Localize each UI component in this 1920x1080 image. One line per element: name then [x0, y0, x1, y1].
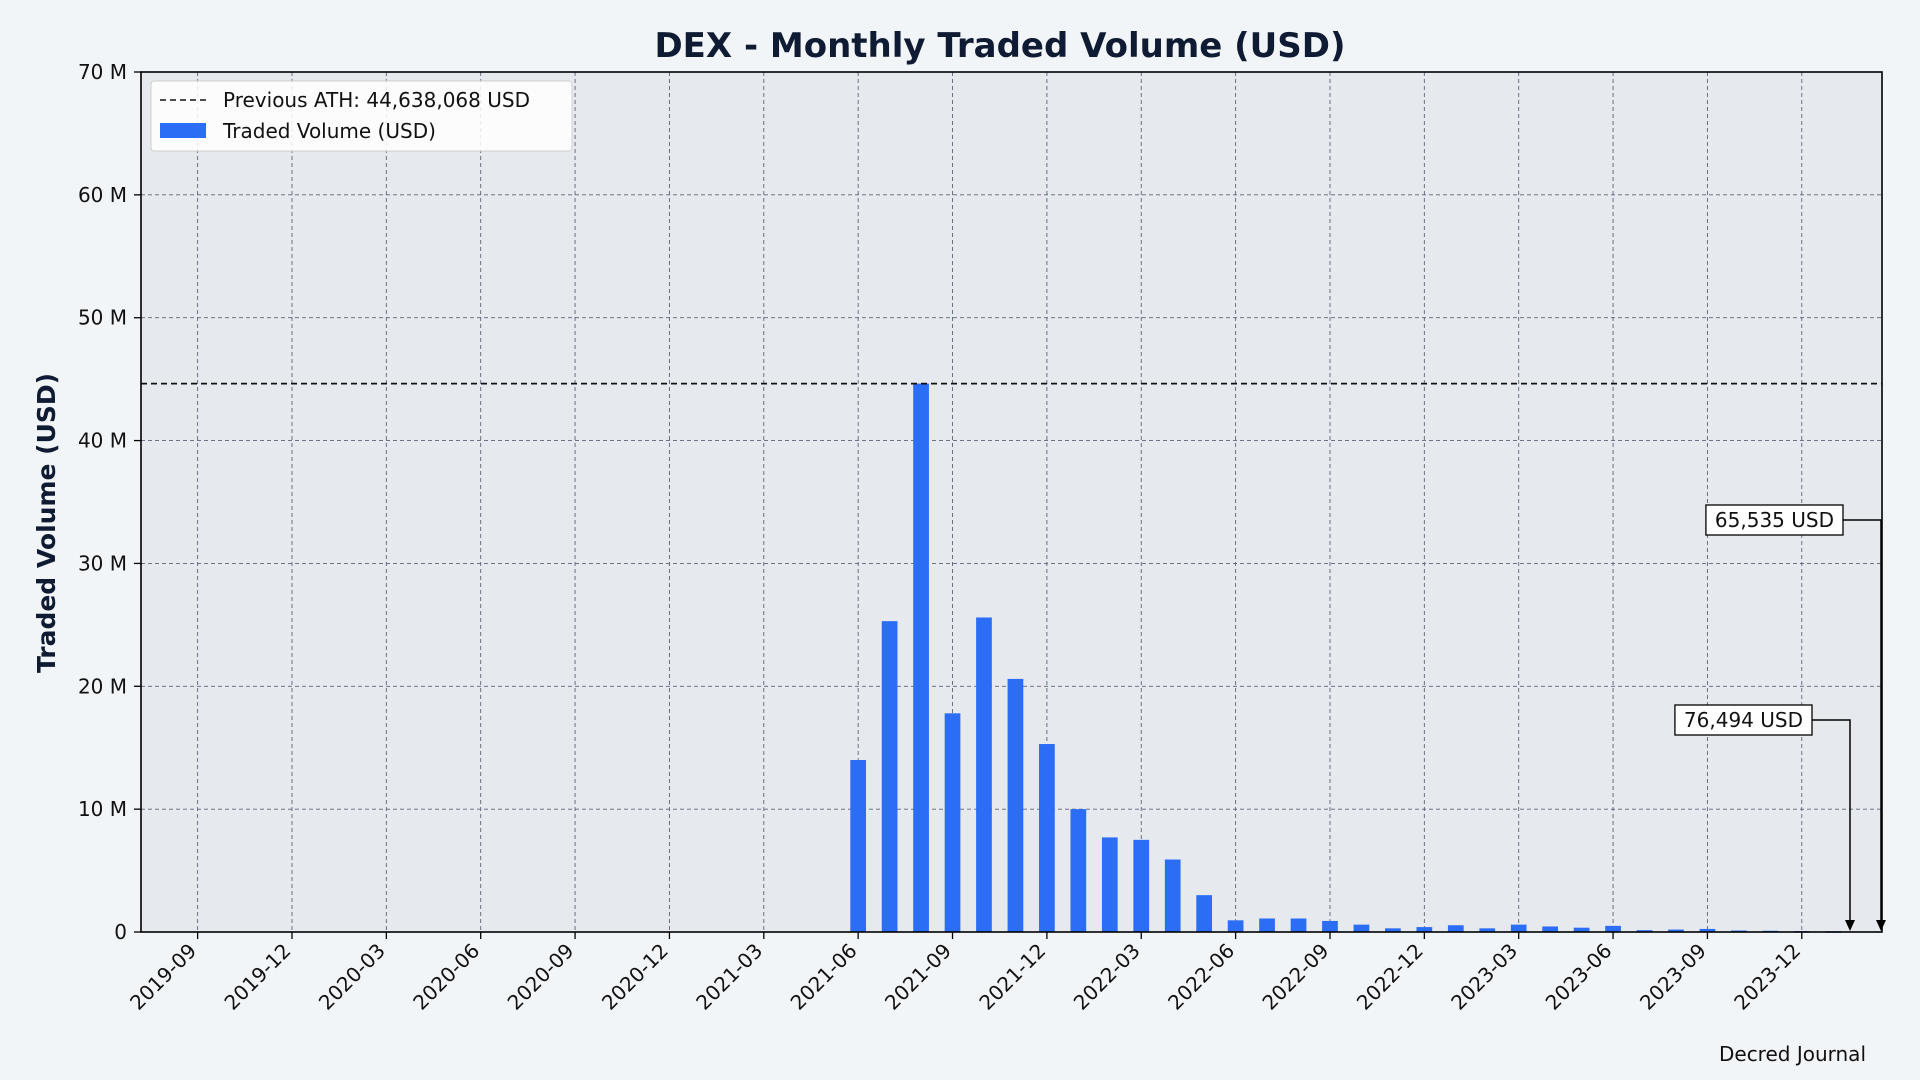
- bar: [1353, 924, 1370, 932]
- x-tick-label: 2022-06: [1163, 939, 1239, 1015]
- footer-credit: Decred Journal: [1719, 1042, 1866, 1066]
- bar: [1196, 895, 1213, 932]
- bar: [1070, 809, 1087, 932]
- bar: [1510, 924, 1527, 932]
- bar: [1227, 920, 1244, 932]
- bar: [1668, 929, 1684, 932]
- chart-title: DEX - Monthly Traded Volume (USD): [654, 26, 1345, 66]
- annotation-box: [1674, 704, 1813, 736]
- bar: [1447, 925, 1464, 932]
- x-tick-label: 2020-12: [597, 939, 673, 1015]
- x-tick-label: 2019-12: [219, 939, 295, 1015]
- y-tick-label: 60 M: [78, 183, 127, 207]
- x-tick-label: 2020-03: [314, 939, 390, 1015]
- y-tick-label: 0: [114, 920, 127, 944]
- annotation-arrowhead: [1876, 920, 1886, 931]
- plot-frame: [140, 71, 1883, 933]
- y-tick-label: 30 M: [78, 551, 127, 575]
- x-tick-label: 2023-12: [1729, 939, 1805, 1015]
- bar: [1039, 744, 1055, 932]
- annotation-callout: 76,494 USD: [1674, 704, 1855, 931]
- y-tick-label: 20 M: [78, 674, 127, 698]
- y-axis-ticks: 0 10 M 20 M 30 M 40 M 50 M 60 M 70 M: [78, 60, 141, 944]
- y-tick-label: 40 M: [78, 429, 127, 453]
- x-tick-label: 2021-06: [786, 939, 862, 1015]
- bar: [850, 760, 867, 932]
- bar: [1636, 930, 1653, 932]
- grid-layer: [141, 72, 1882, 932]
- annotation-label: 65,535 USD: [1715, 508, 1834, 532]
- annotation-callout: 65,535 USD: [1705, 504, 1886, 931]
- x-axis-ticks: 2019-09 2019-12 2020-03 2020-06 2020-09 2020-…: [125, 932, 1805, 1015]
- bar: [1699, 928, 1716, 932]
- legend-swatch-volume: [160, 123, 206, 138]
- annotations: 76,494 USD 65,535 USD: [1674, 504, 1886, 931]
- bar: [1101, 837, 1118, 932]
- x-tick-label: 2020-06: [408, 939, 484, 1015]
- bar: [1416, 927, 1433, 932]
- x-tick-label: 2023-03: [1446, 939, 1522, 1015]
- x-tick-label: 2022-12: [1352, 939, 1428, 1015]
- bar: [1133, 839, 1150, 932]
- bar: [1385, 928, 1401, 932]
- bar: [1007, 678, 1024, 932]
- bar: [1573, 927, 1590, 932]
- y-tick-label: 10 M: [78, 797, 127, 821]
- bar: [1605, 925, 1621, 932]
- legend: Previous ATH: 44,638,068 USD Traded Volu…: [150, 80, 573, 152]
- bar: [1259, 918, 1275, 932]
- bar: [1164, 859, 1181, 932]
- y-tick-label: 50 M: [78, 306, 127, 330]
- y-tick-label: 70 M: [78, 60, 127, 84]
- x-tick-label: 2019-09: [125, 939, 201, 1015]
- annotation-arrow: [1812, 719, 1851, 924]
- bar: [976, 617, 992, 932]
- bar: [1479, 928, 1496, 932]
- bar: [881, 621, 898, 932]
- x-tick-label: 2023-09: [1635, 939, 1711, 1015]
- x-tick-label: 2022-09: [1257, 939, 1333, 1015]
- annotation-arrow: [1843, 519, 1882, 924]
- bar: [913, 383, 929, 932]
- x-tick-label: 2021-03: [691, 939, 767, 1015]
- legend-label-ath: Previous ATH: 44,638,068 USD: [223, 88, 530, 112]
- bar: [1542, 926, 1559, 932]
- x-tick-label: 2023-06: [1541, 939, 1617, 1015]
- legend-box: [150, 80, 573, 152]
- x-tick-label: 2022-03: [1069, 939, 1145, 1015]
- x-tick-label: 2021-09: [880, 939, 956, 1015]
- bar: [1290, 918, 1307, 932]
- y-axis-label: Traded Volume (USD): [32, 373, 61, 673]
- annotation-label: 76,494 USD: [1684, 708, 1803, 732]
- bar: [1322, 920, 1338, 932]
- legend-label-volume: Traded Volume (USD): [222, 119, 436, 143]
- annotation-box: [1705, 504, 1844, 536]
- annotation-arrowhead: [1845, 920, 1855, 931]
- x-tick-label: 2021-12: [974, 939, 1050, 1015]
- bar: [944, 713, 961, 932]
- x-tick-label: 2020-09: [503, 939, 579, 1015]
- bar-layer: [850, 383, 1842, 933]
